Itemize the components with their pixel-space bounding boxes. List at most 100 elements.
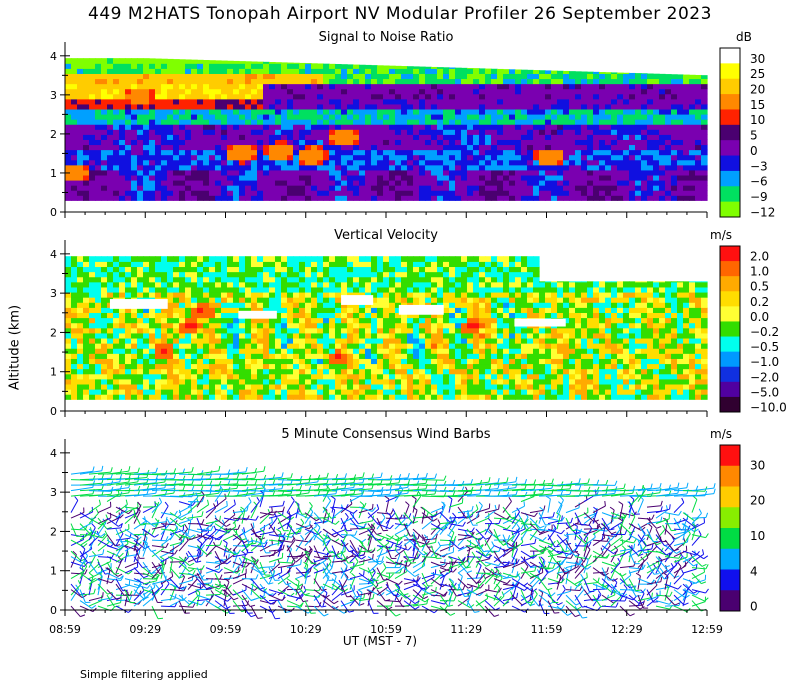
field-cell bbox=[311, 73, 318, 80]
field-cell bbox=[485, 113, 492, 120]
field-cell bbox=[101, 68, 108, 74]
field-cell bbox=[161, 291, 168, 298]
field-cell bbox=[173, 373, 180, 380]
field-cell bbox=[347, 291, 354, 298]
field-cell bbox=[413, 129, 420, 135]
field-cell bbox=[581, 83, 588, 90]
field-cell bbox=[305, 63, 312, 64]
field-cell bbox=[359, 103, 366, 110]
field-cell bbox=[113, 394, 120, 400]
field-cell bbox=[95, 317, 102, 324]
field-cell bbox=[467, 93, 474, 100]
field-cell bbox=[251, 139, 258, 146]
field-cell bbox=[251, 378, 258, 385]
field-cell bbox=[221, 358, 228, 365]
field-cell bbox=[629, 113, 636, 120]
field-cell bbox=[695, 195, 702, 201]
field-cell bbox=[155, 327, 162, 334]
field-cell bbox=[401, 159, 408, 166]
field-cell bbox=[311, 266, 318, 273]
field-cell bbox=[503, 297, 510, 303]
field-cell bbox=[575, 159, 582, 166]
field-cell bbox=[269, 93, 276, 100]
field-cell bbox=[665, 119, 672, 125]
field-cell bbox=[629, 190, 636, 196]
field-cell bbox=[431, 353, 438, 359]
field-cell bbox=[263, 337, 270, 344]
field-cell bbox=[329, 83, 336, 90]
field-cell bbox=[275, 195, 282, 201]
field-cell bbox=[491, 297, 498, 303]
field-cell bbox=[233, 108, 240, 115]
field-cell bbox=[389, 389, 396, 395]
field-cell bbox=[95, 322, 102, 329]
field-cell bbox=[665, 174, 672, 181]
field-cell bbox=[323, 266, 330, 273]
field-cell bbox=[299, 113, 306, 120]
field-cell bbox=[341, 302, 348, 308]
field-cell bbox=[83, 73, 90, 80]
field-cell bbox=[257, 322, 264, 329]
field-cell bbox=[263, 134, 270, 140]
field-cell bbox=[113, 119, 120, 125]
field-cell bbox=[131, 353, 138, 359]
field-cell bbox=[473, 343, 480, 349]
field-cell bbox=[83, 88, 90, 95]
field-cell bbox=[305, 169, 312, 176]
field-cell bbox=[365, 108, 372, 115]
field-cell bbox=[533, 144, 540, 151]
field-cell bbox=[611, 164, 618, 171]
field-cell bbox=[455, 363, 462, 370]
field-cell bbox=[425, 169, 432, 176]
field-cell bbox=[467, 83, 474, 90]
field-cell bbox=[113, 271, 120, 278]
field-cell bbox=[83, 368, 90, 375]
field-cell bbox=[233, 139, 240, 146]
field-cell bbox=[377, 373, 384, 380]
field-cell bbox=[137, 63, 144, 69]
field-cell bbox=[443, 256, 450, 262]
field-cell bbox=[245, 368, 252, 375]
field-cell bbox=[527, 78, 534, 85]
field-cell bbox=[545, 149, 552, 156]
field-cell bbox=[293, 317, 300, 324]
field-cell bbox=[269, 327, 276, 334]
field-cell bbox=[527, 73, 534, 80]
field-cell bbox=[245, 179, 252, 186]
field-cell bbox=[251, 353, 258, 359]
field-cell bbox=[137, 291, 144, 298]
field-cell bbox=[161, 144, 168, 151]
field-cell bbox=[125, 291, 132, 298]
field-cell bbox=[395, 78, 402, 85]
field-cell bbox=[215, 164, 222, 171]
field-cell bbox=[563, 164, 570, 171]
field-cell bbox=[317, 281, 324, 288]
field-cell bbox=[269, 378, 276, 385]
field-cell bbox=[281, 108, 288, 115]
field-cell bbox=[407, 373, 414, 380]
field-cell bbox=[521, 149, 528, 156]
field-cell bbox=[431, 271, 438, 278]
field-cell bbox=[233, 368, 240, 375]
field-cell bbox=[425, 190, 432, 196]
field-cell bbox=[473, 98, 480, 105]
field-cell bbox=[155, 373, 162, 380]
field-cell bbox=[665, 124, 672, 130]
field-cell bbox=[143, 174, 150, 181]
field-cell bbox=[677, 129, 684, 135]
field-cell bbox=[107, 113, 114, 120]
field-cell bbox=[659, 134, 666, 140]
field-cell bbox=[131, 276, 138, 283]
field-cell bbox=[245, 373, 252, 380]
field-cell bbox=[323, 73, 330, 80]
field-cell bbox=[287, 394, 294, 400]
field-cell bbox=[569, 129, 576, 135]
field-cell bbox=[425, 93, 432, 100]
field-cell bbox=[119, 332, 126, 339]
field-cell bbox=[497, 322, 504, 329]
field-cell bbox=[407, 139, 414, 146]
field-cell bbox=[377, 83, 384, 90]
field-cell bbox=[263, 108, 270, 115]
field-cell bbox=[485, 256, 492, 262]
field-cell bbox=[365, 291, 372, 298]
